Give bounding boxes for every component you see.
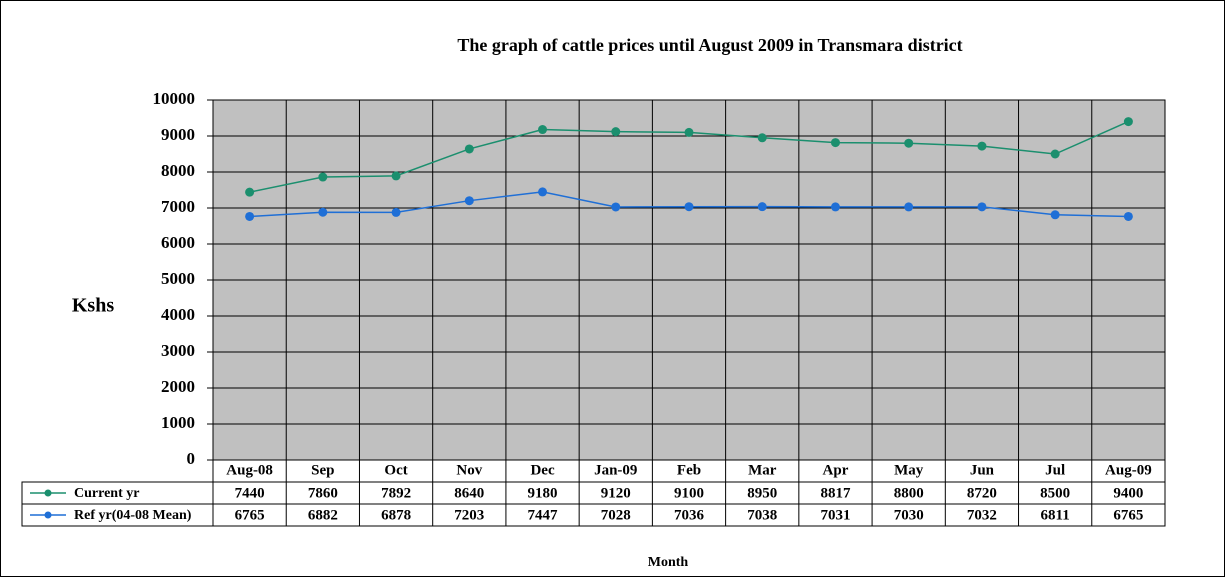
data-point xyxy=(684,127,694,137)
data-point xyxy=(1123,117,1133,127)
data-point xyxy=(245,211,255,221)
table-value: 9400 xyxy=(1113,485,1143,501)
table-value: 8720 xyxy=(967,485,997,501)
table-value: 7032 xyxy=(967,507,997,523)
table-value: 7447 xyxy=(528,507,559,523)
legend-label: Current yr xyxy=(74,486,139,501)
table-value: 8640 xyxy=(454,485,484,501)
y-tick-label: 5000 xyxy=(161,269,195,288)
x-tick-label: Jun xyxy=(970,462,995,478)
x-tick-label: May xyxy=(894,462,924,478)
legend-marker xyxy=(44,489,52,497)
table-value: 7440 xyxy=(235,485,265,501)
x-tick-label: Nov xyxy=(456,462,482,478)
x-tick-label: Jul xyxy=(1045,462,1065,478)
data-point xyxy=(757,202,767,212)
table-value: 8500 xyxy=(1040,485,1070,501)
data-point xyxy=(904,202,914,212)
y-tick-label: 3000 xyxy=(161,341,195,360)
table-value: 7892 xyxy=(381,485,411,501)
data-point xyxy=(977,141,987,151)
data-point xyxy=(830,138,840,148)
x-tick-label: Apr xyxy=(823,462,849,478)
table-value: 7038 xyxy=(747,507,777,523)
table-value: 7030 xyxy=(894,507,924,523)
x-tick-label: Mar xyxy=(748,462,777,478)
y-tick-label: 7000 xyxy=(161,197,195,216)
table-value: 9180 xyxy=(528,485,558,501)
table-value: 7203 xyxy=(454,507,484,523)
data-point xyxy=(538,125,548,135)
table-value: 6765 xyxy=(235,507,265,523)
table-value: 7036 xyxy=(674,507,705,523)
y-tick-label: 10000 xyxy=(153,89,196,108)
y-tick-label: 9000 xyxy=(161,125,195,144)
data-point xyxy=(391,171,401,181)
data-point xyxy=(684,202,694,212)
table-value: 6765 xyxy=(1113,507,1143,523)
data-point xyxy=(1123,211,1133,221)
data-point xyxy=(904,138,914,148)
x-tick-label: Dec xyxy=(530,462,554,478)
data-point xyxy=(1050,149,1060,159)
data-point xyxy=(830,202,840,212)
data-point xyxy=(318,172,328,182)
x-tick-label: Jan-09 xyxy=(594,462,637,478)
data-point xyxy=(977,202,987,212)
table-value: 8800 xyxy=(894,485,924,501)
legend-label: Ref yr(04-08 Mean) xyxy=(74,508,192,523)
data-point xyxy=(538,187,548,197)
x-tick-label: Sep xyxy=(311,462,334,478)
table-value: 9100 xyxy=(674,485,704,501)
x-tick-label: Aug-09 xyxy=(1105,462,1152,478)
table-value: 6882 xyxy=(308,507,338,523)
y-tick-label: 4000 xyxy=(161,305,195,324)
data-point xyxy=(245,187,255,197)
x-tick-label: Feb xyxy=(677,462,701,478)
y-tick-label: 0 xyxy=(187,449,196,468)
data-point xyxy=(318,207,328,217)
x-tick-label: Aug-08 xyxy=(226,462,273,478)
x-tick-label: Oct xyxy=(384,462,407,478)
table-value: 8950 xyxy=(747,485,777,501)
chart-title: The graph of cattle prices until August … xyxy=(457,35,962,55)
y-tick-label: 6000 xyxy=(161,233,195,252)
data-point xyxy=(464,196,474,206)
data-point xyxy=(757,133,767,143)
y-tick-label: 1000 xyxy=(161,413,195,432)
y-axis-label: Kshs xyxy=(72,295,114,317)
table-value: 6811 xyxy=(1041,507,1070,523)
data-point xyxy=(391,207,401,217)
table-value: 7031 xyxy=(820,507,850,523)
table-value: 6878 xyxy=(381,507,411,523)
data-point xyxy=(464,144,474,154)
data-point xyxy=(611,202,621,212)
table-value: 7028 xyxy=(601,507,631,523)
y-tick-label: 2000 xyxy=(161,377,195,396)
data-point xyxy=(611,127,621,137)
y-tick-label: 8000 xyxy=(161,161,195,180)
data-point xyxy=(1050,210,1060,220)
legend-marker xyxy=(44,511,52,519)
table-value: 8817 xyxy=(820,485,851,501)
table-value: 7860 xyxy=(308,485,338,501)
x-axis-label: Month xyxy=(648,555,689,570)
table-value: 9120 xyxy=(601,485,631,501)
